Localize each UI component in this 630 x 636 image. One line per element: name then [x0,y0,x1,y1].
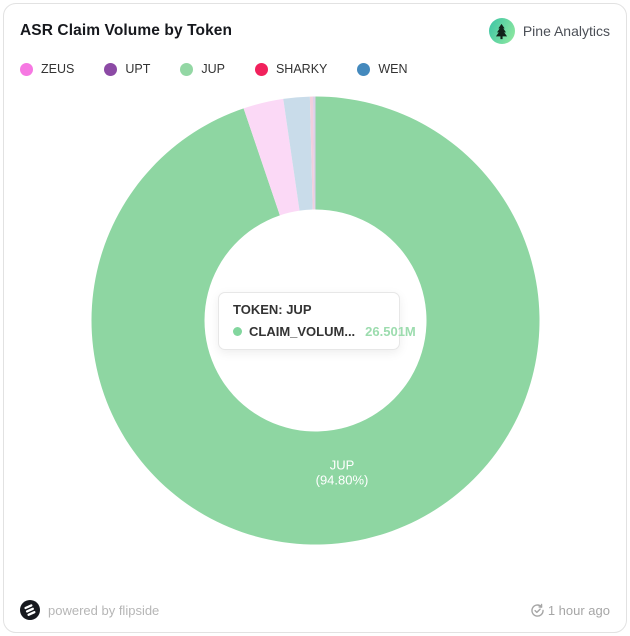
legend-label-upt: UPT [125,62,151,76]
card-footer: powered by flipside 1 hour ago [4,600,626,632]
powered-by-label: powered by flipside [48,602,160,618]
page-title: ASR Claim Volume by Token [20,22,233,39]
tooltip-row: CLAIM_VOLUM... 26.501M [233,324,416,339]
tooltip-value: 26.501M [365,324,416,339]
legend-label-zeus: ZEUS [41,62,75,76]
tooltip-header: TOKEN: JUP [233,302,312,317]
legend-dot-wen [357,62,371,76]
slice-wen[interactable] [283,96,313,211]
brand-name: Pine Analytics [522,23,610,39]
legend-item-zeus[interactable]: ZEUS [20,62,74,76]
flipside-logo-icon [20,600,40,620]
legend-dot-zeus [20,62,33,76]
donut-svg [91,96,540,545]
flipside-attribution[interactable]: powered by flipside [20,600,159,620]
pine-tree-icon [488,18,515,44]
legend-dot-upt [104,62,118,76]
slice-upt[interactable] [312,96,316,210]
legend-dot-jup [180,62,194,76]
legend-item-jup[interactable]: JUP [180,62,225,76]
legend-dot-sharky [254,62,268,76]
legend-item-wen[interactable]: WEN [357,62,408,76]
brand-pine-analytics: Pine Analytics [488,18,610,44]
chart-tooltip: TOKEN: JUP CLAIM_VOLUM... 26.501M [218,292,416,350]
last-updated: 1 hour ago [530,603,610,618]
legend-label-jup: JUP [201,62,225,76]
legend-label-sharky: SHARKY [275,62,328,76]
last-updated-label: 1 hour ago [547,602,610,618]
chart-legend: ZEUS UPT JUP SHARKY WEN [4,62,626,76]
legend-item-upt[interactable]: UPT [104,62,150,76]
card-header: ASR Claim Volume by Token Pine Analytics [4,4,626,44]
slice-sharky[interactable] [309,96,315,210]
legend-item-sharky[interactable]: SHARKY [254,62,328,76]
tooltip-series-dot [233,327,242,336]
tooltip-series-name: CLAIM_VOLUM... [249,324,356,339]
slice-zeus[interactable] [243,98,300,216]
refresh-check-icon[interactable] [530,603,545,618]
slice-jup[interactable] [91,96,540,545]
legend-label-wen: WEN [378,62,408,76]
chart-card: JUP (94.80%) TOKEN: JUP CLAIM_VOLUM... 2… [3,3,627,633]
donut-chart: JUP (94.80%) TOKEN: JUP CLAIM_VOLUM... 2… [4,4,626,632]
